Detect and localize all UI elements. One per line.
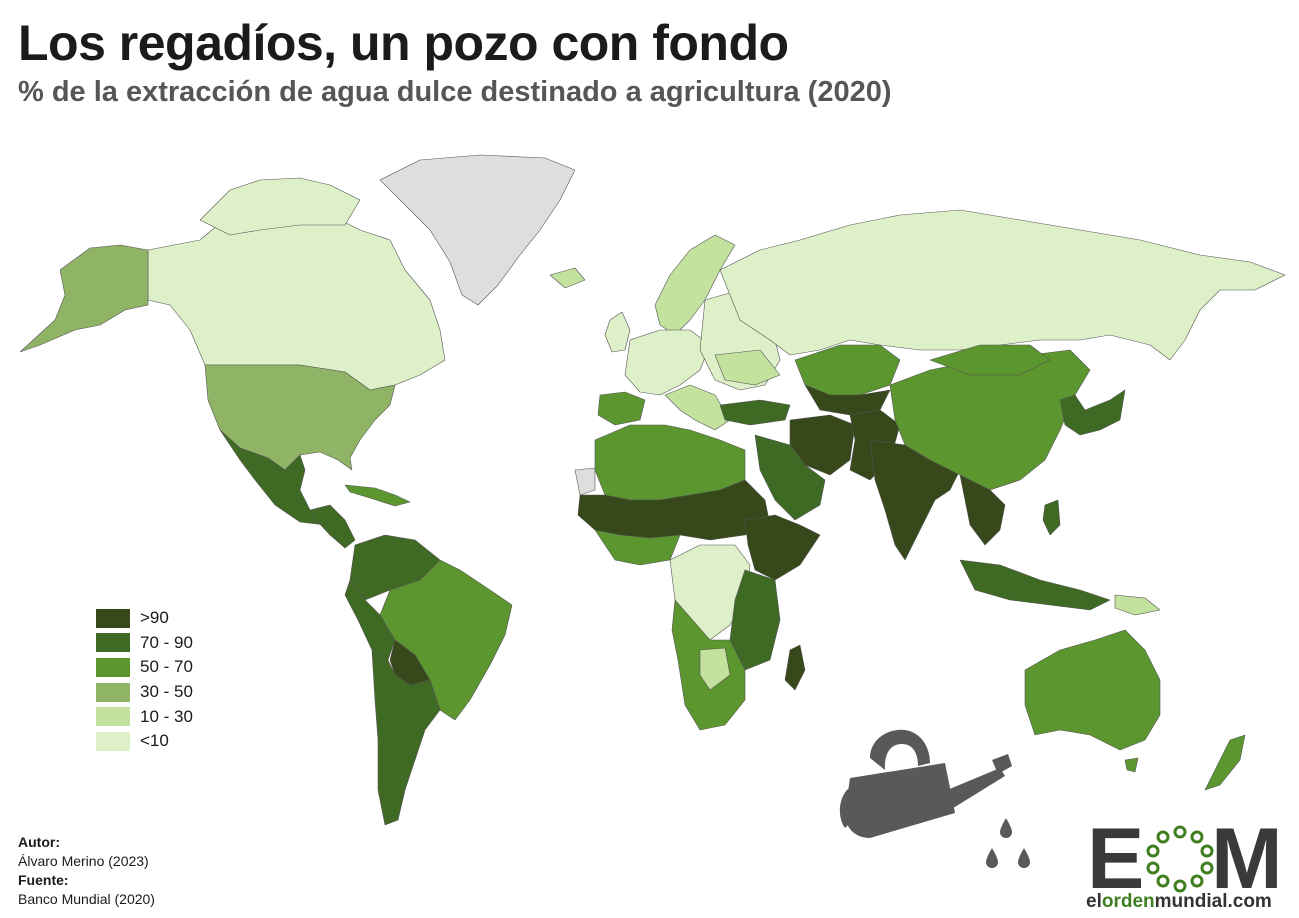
legend-item: <10 xyxy=(96,729,193,754)
caribbean-region xyxy=(344,484,411,507)
logo-url-suffix: mundial.com xyxy=(1154,891,1272,912)
madagascar-region xyxy=(784,644,806,691)
source-name: Banco Mundial (2020) xyxy=(18,891,155,907)
eom-logo: E M xyxy=(1087,818,1283,893)
uk-region xyxy=(604,311,631,353)
turkey-region xyxy=(719,399,791,426)
central-asia-region xyxy=(804,384,891,416)
greenland-region xyxy=(379,154,576,306)
australia-region xyxy=(1024,629,1161,751)
legend-swatch xyxy=(96,608,130,628)
legend-swatch xyxy=(96,682,130,702)
iberia-region xyxy=(597,391,646,426)
tasmania-region xyxy=(1124,757,1139,773)
legend-swatch xyxy=(96,707,130,727)
credits: Autor: Álvaro Merino (2023) Fuente: Banc… xyxy=(18,833,155,909)
world-map xyxy=(19,154,1286,826)
legend-label: 70 - 90 xyxy=(140,632,193,652)
argentina-chile-region xyxy=(371,649,441,826)
legend-label: 10 - 30 xyxy=(140,706,193,726)
watering-can-icon xyxy=(839,729,1030,868)
mongolia-region xyxy=(929,344,1051,376)
east-africa-region xyxy=(729,569,781,671)
author-heading: Autor: xyxy=(18,834,60,850)
legend: >90 70 - 90 50 - 70 30 - 50 10 - 30 <10 xyxy=(96,606,193,754)
arctic-islands-region xyxy=(199,177,361,236)
legend-item: 30 - 50 xyxy=(96,680,193,705)
alaska-region xyxy=(19,244,149,353)
west-africa-region xyxy=(594,529,681,566)
legend-swatch xyxy=(96,657,130,677)
logo-url-mid: orden xyxy=(1101,891,1155,912)
west-sahara-region xyxy=(574,467,596,496)
italy-balkans-region xyxy=(664,384,731,431)
legend-label: >90 xyxy=(140,608,169,628)
legend-item: 50 - 70 xyxy=(96,655,193,680)
author-name: Álvaro Merino (2023) xyxy=(18,853,149,869)
map-title: Los regadíos, un pozo con fondo xyxy=(18,15,789,71)
source-heading: Fuente: xyxy=(18,872,69,888)
legend-swatch xyxy=(96,731,130,751)
central-america-region xyxy=(309,504,356,549)
indonesia-region xyxy=(959,559,1111,611)
png-region xyxy=(1114,594,1161,616)
logo-letter-m: M xyxy=(1211,818,1283,893)
logo-url[interactable]: elordenmundial.com xyxy=(1086,891,1272,913)
logo-dot-ring xyxy=(1146,825,1214,893)
western-europe-region xyxy=(624,329,711,396)
canada-region xyxy=(147,204,446,391)
legend-item: 10 - 30 xyxy=(96,704,193,729)
botswana-region xyxy=(699,647,731,691)
arabia-region xyxy=(754,434,826,521)
iceland-region xyxy=(549,267,586,289)
legend-swatch xyxy=(96,633,130,653)
logo-letter-e: E xyxy=(1087,818,1144,893)
legend-label: <10 xyxy=(140,731,169,751)
legend-label: 50 - 70 xyxy=(140,657,193,677)
legend-item: 70 - 90 xyxy=(96,631,193,656)
new-zealand-region xyxy=(1204,734,1246,791)
philippines-region xyxy=(1042,499,1061,536)
ukraine-region xyxy=(714,349,781,386)
korea-japan-region xyxy=(1059,389,1126,436)
southeast-asia-region xyxy=(959,474,1006,546)
horn-of-africa-region xyxy=(744,514,821,581)
legend-label: 30 - 50 xyxy=(140,682,193,702)
logo-url-prefix: el xyxy=(1086,891,1102,912)
map-subtitle: % de la extracción de agua dulce destina… xyxy=(18,76,892,108)
legend-item: >90 xyxy=(96,606,193,631)
russia-region xyxy=(719,209,1286,361)
